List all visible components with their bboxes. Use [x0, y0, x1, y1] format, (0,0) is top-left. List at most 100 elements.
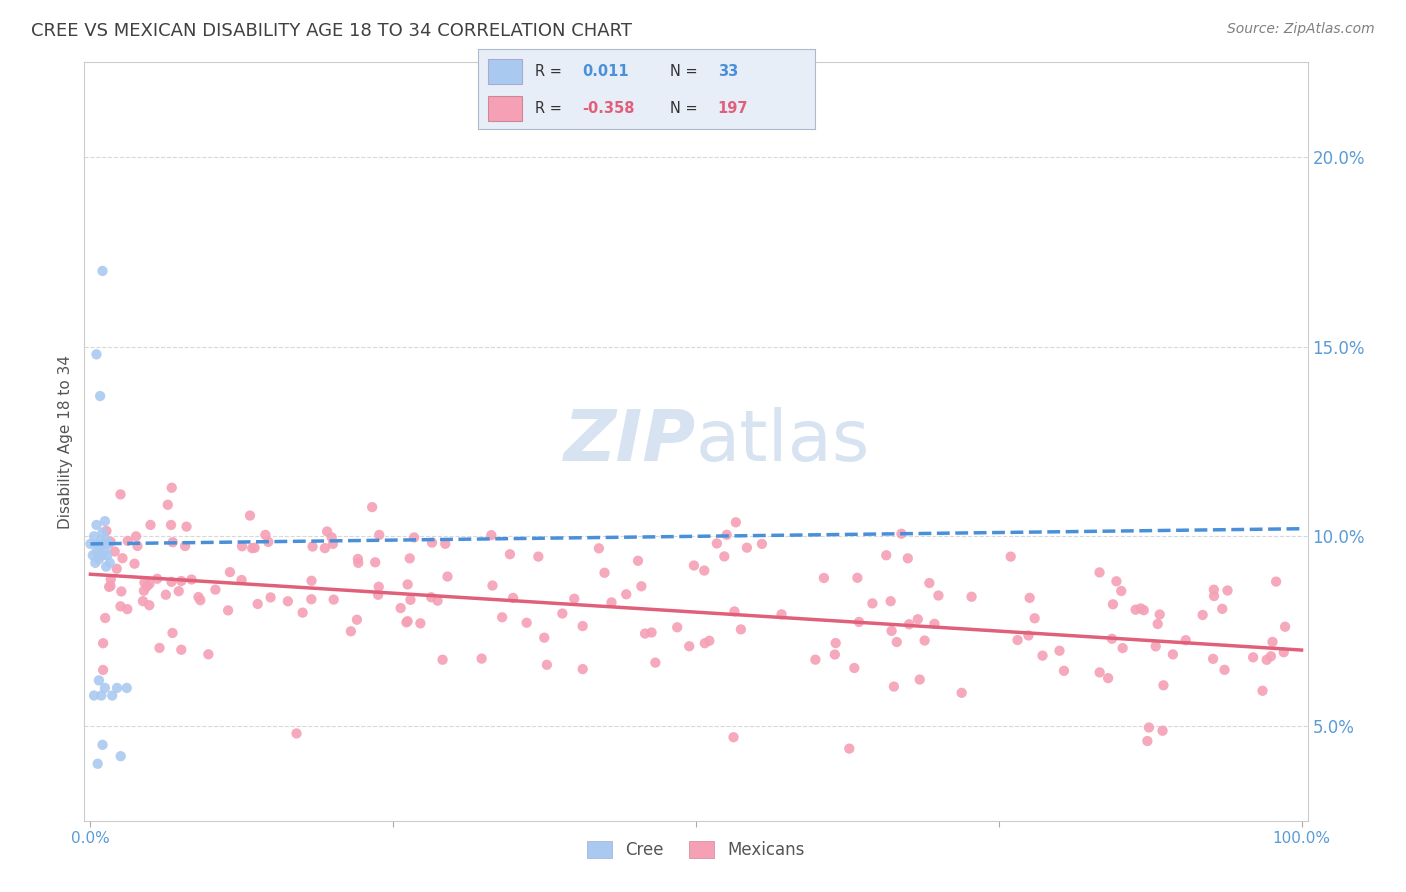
Point [174, 539, 197, 553]
Point [285, 726, 308, 740]
Point [124, 557, 146, 571]
Point [1213, 663, 1236, 677]
Point [1007, 633, 1029, 648]
Point [1018, 591, 1040, 605]
Point [471, 651, 494, 665]
Point [824, 648, 846, 662]
Point [1272, 645, 1295, 659]
Point [115, 681, 138, 695]
Point [246, 597, 269, 611]
Point [117, 602, 139, 616]
Point [479, 528, 502, 542]
Point [404, 531, 426, 545]
Point [361, 500, 384, 515]
Point [627, 554, 650, 568]
Point [89, 541, 111, 555]
Point [1088, 665, 1111, 680]
Point [1152, 723, 1174, 738]
Point [1265, 574, 1288, 589]
FancyBboxPatch shape [488, 59, 522, 85]
Point [1053, 664, 1076, 678]
Point [848, 615, 870, 629]
Point [1137, 721, 1160, 735]
Point [914, 633, 936, 648]
Point [420, 535, 443, 549]
Point [571, 619, 593, 633]
Point [86, 517, 108, 532]
Point [890, 526, 912, 541]
Point [536, 657, 558, 672]
Point [91, 738, 114, 752]
Point [1161, 648, 1184, 662]
Point [94, 611, 117, 625]
Point [1202, 652, 1225, 666]
Point [291, 606, 314, 620]
Point [838, 741, 860, 756]
Text: R =: R = [536, 64, 562, 79]
Point [735, 541, 758, 555]
Point [94, 544, 117, 558]
Point [898, 617, 921, 632]
Point [84, 556, 107, 570]
Point [127, 539, 149, 553]
Point [886, 635, 908, 649]
Point [160, 574, 183, 589]
Point [98, 556, 121, 570]
Text: 33: 33 [717, 64, 738, 79]
Point [389, 601, 412, 615]
Point [399, 592, 422, 607]
Point [162, 626, 184, 640]
Point [91, 636, 114, 650]
Point [1144, 640, 1167, 654]
Point [347, 556, 370, 570]
Point [1261, 635, 1284, 649]
Point [1125, 603, 1147, 617]
Point [217, 603, 239, 617]
Point [94, 514, 117, 528]
Point [883, 680, 905, 694]
Point [110, 599, 132, 614]
Y-axis label: Disability Age 18 to 34: Disability Age 18 to 34 [58, 354, 73, 529]
Point [101, 689, 124, 703]
Point [100, 534, 122, 549]
Point [314, 541, 336, 556]
Point [97, 537, 120, 551]
Point [724, 516, 747, 530]
Point [1260, 649, 1282, 664]
Point [125, 529, 148, 543]
Point [960, 590, 983, 604]
Point [132, 583, 155, 598]
Text: atlas: atlas [696, 407, 870, 476]
Point [693, 564, 716, 578]
Text: CREE VS MEXICAN DISABILITY AGE 18 TO 34 CORRELATION CHART: CREE VS MEXICAN DISABILITY AGE 18 TO 34 … [31, 22, 631, 40]
Point [644, 656, 666, 670]
Point [180, 573, 202, 587]
Point [533, 631, 555, 645]
Point [706, 536, 728, 550]
Point [90, 689, 112, 703]
Point [231, 539, 253, 553]
Point [367, 580, 389, 594]
Point [409, 616, 432, 631]
Point [91, 525, 114, 540]
Point [396, 614, 419, 628]
Point [117, 533, 139, 548]
Point [111, 551, 134, 566]
Point [100, 579, 122, 593]
Point [562, 591, 585, 606]
Point [527, 549, 550, 564]
Point [723, 730, 745, 744]
Point [1111, 641, 1133, 656]
Point [105, 562, 128, 576]
Point [139, 517, 162, 532]
Text: R =: R = [536, 101, 562, 116]
Point [844, 661, 866, 675]
Point [94, 681, 117, 695]
Point [907, 612, 929, 626]
Point [551, 607, 574, 621]
Point [630, 579, 652, 593]
Point [1202, 589, 1225, 603]
Point [683, 558, 706, 573]
Point [614, 587, 637, 601]
Point [1152, 678, 1174, 692]
